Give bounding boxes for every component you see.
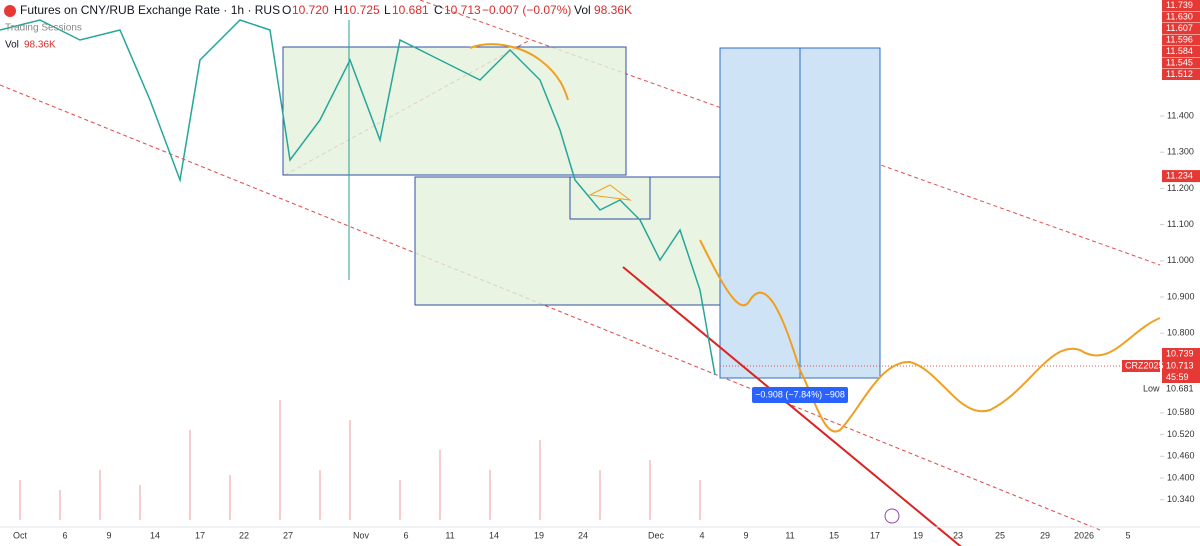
date-label: 17 [195,530,205,540]
sessions[interactable]: Trading Sessions [5,23,82,34]
replay-icon[interactable] [884,508,900,524]
date-label: 6 [62,530,67,540]
h-label: H [334,3,343,17]
price-tag [1162,46,1200,57]
price-label: 11.400 [1167,110,1194,120]
date-label: Nov [353,530,370,540]
vol-label: Vol [574,3,591,17]
price-label: 10.400 [1167,472,1195,482]
vol-row-value: 98.36K [24,40,56,51]
price-label: 10.520 [1167,429,1195,439]
price-tag-label: 10.739 [1166,348,1194,358]
volume [19,400,701,520]
price-tag [1162,348,1200,360]
price-label: 11.100 [1167,219,1194,229]
price-path [0,19,716,376]
vol-row-label: Vol [5,40,19,51]
price-tag [1162,23,1200,34]
price-tag-label: 10.681 [1166,383,1194,393]
price-tag [1162,383,1200,395]
logo [4,5,16,17]
price-tag [1162,360,1200,372]
l-label: L [384,3,391,17]
date-label: 15 [829,530,839,540]
date-label: 2026 [1074,530,1094,540]
price-tag-label: 11.739 [1166,0,1193,10]
date-label: Dec [648,530,665,540]
price-tag [1162,57,1200,69]
date-label: 23 [953,530,963,540]
date-label: 19 [534,530,544,540]
symbol[interactable]: Futures on CNY/RUB Exchange Rate · 1h · … [20,3,280,17]
date-label: 29 [1040,530,1050,540]
countdown-box [1162,372,1200,383]
price-tag [1162,0,1200,11]
price-tag-label: 11.545 [1166,57,1193,67]
symbol-tag: CRZ2025 [1125,360,1164,370]
low-label: Low [1143,383,1160,393]
date-label: 6 [403,530,408,540]
open: 10.720 [292,3,329,17]
close: 10.713 [444,3,481,17]
price-label: 11.000 [1167,255,1194,265]
price-tag-label: 11.596 [1166,34,1193,44]
o-label: O [282,3,291,17]
countdown: 45:59 [1166,372,1189,382]
price-tag-label: 11.512 [1166,69,1193,79]
date-label: 5 [1125,530,1130,540]
price-label: 10.900 [1167,291,1195,301]
date-label: 22 [239,530,249,540]
drawings [0,0,1161,546]
price-label: 10.340 [1167,494,1195,504]
date-label: Oct [13,530,28,540]
measure-box [752,387,848,403]
date-label: 14 [489,530,499,540]
price-tag-label: 11.584 [1166,46,1193,56]
price-tag [1162,34,1200,46]
price-tag [1162,11,1200,23]
price-label: 10.800 [1167,328,1195,338]
price-tag [1162,170,1200,183]
date-label: 25 [995,530,1005,540]
price-label: 11.200 [1167,183,1194,193]
date-label: 17 [870,530,880,540]
price-label: 10.460 [1167,451,1195,461]
date-label: 24 [578,530,588,540]
high: 10.725 [343,3,380,17]
symbol-tag-box [1122,360,1160,372]
date-label: 27 [283,530,293,540]
price-label: 11.300 [1167,147,1194,157]
price-tag-label: 11.607 [1166,23,1193,33]
date-label: 14 [150,530,160,540]
date-label: 11 [445,530,454,540]
measure: −0.908 (−7.84%) −908 [755,389,845,399]
price-tag [1162,69,1200,80]
date-label: 11 [785,530,794,540]
date-label: 4 [699,530,704,540]
date-label: 19 [913,530,923,540]
c-label: C [434,3,443,17]
date-label: 9 [106,530,111,540]
vol: 98.36K [594,3,632,17]
change: −0.007 (−0.07%) [482,3,571,17]
price-label: 10.580 [1167,407,1195,417]
price-tag-label: 11.234 [1166,170,1193,180]
price-tag-label: 11.630 [1166,11,1193,21]
date-label: 9 [743,530,748,540]
low: 10.681 [392,3,429,17]
price-tag-label: 10.713 [1166,360,1194,370]
